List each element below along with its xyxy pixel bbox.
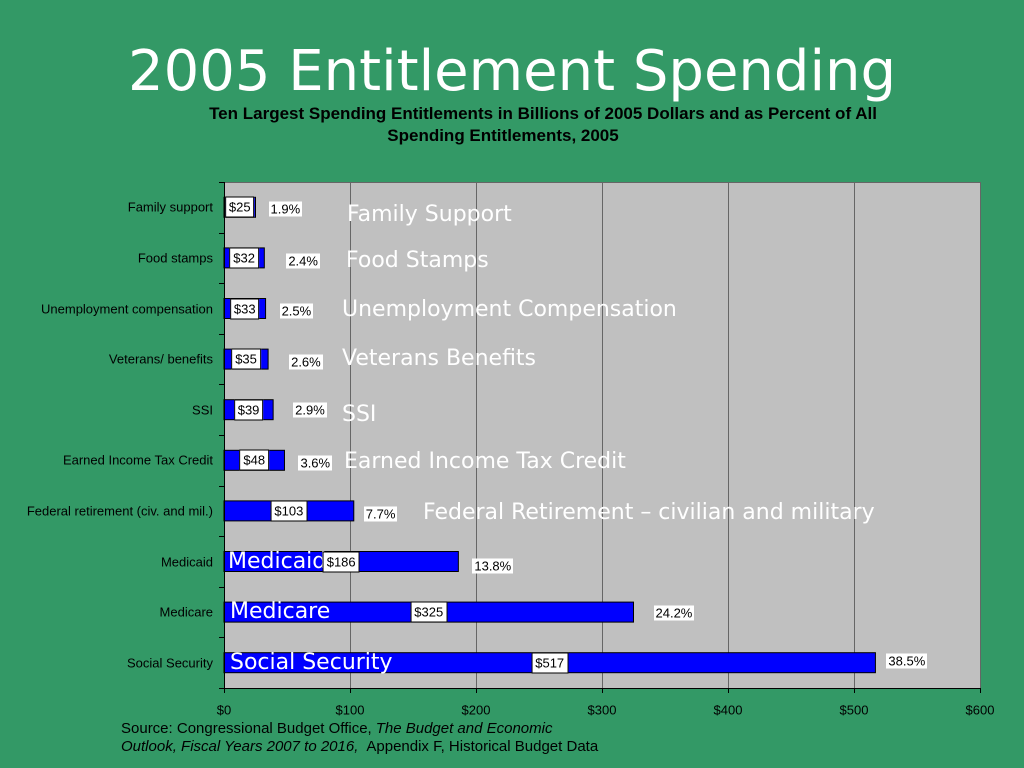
percent-label: 2.4%	[286, 253, 320, 269]
value-label: $25	[224, 196, 255, 218]
x-tick-label: $600	[965, 702, 995, 718]
percent-label: 1.9%	[268, 201, 303, 217]
chart-subtitle-line: Ten Largest Spending Entitlements in Bil…	[209, 104, 877, 123]
source-publication-title: Outlook, Fiscal Years 2007 to 2016,	[121, 738, 359, 755]
percent-label: 24.2%	[653, 605, 695, 621]
annotation-label: Veterans Benefits	[342, 346, 537, 371]
percent-label: 2.5%	[279, 303, 314, 318]
percent-label: 13.8%	[472, 558, 514, 573]
value-label: $103	[270, 500, 308, 522]
annotation-label: Social Security	[230, 650, 393, 675]
value-label: $33	[229, 298, 260, 319]
value-label: $35	[231, 348, 261, 370]
x-tick-label: $0	[216, 702, 232, 718]
annotation-label: Federal Retirement – civilian and milita…	[423, 500, 875, 525]
category-label: Earned Income Tax Credit	[62, 452, 213, 468]
annotation-label: Earned Income Tax Credit	[344, 449, 626, 474]
category-label: SSI	[192, 402, 213, 418]
value-label: $32	[229, 247, 260, 269]
category-label: Medicare	[159, 604, 213, 620]
value-label: $39	[233, 399, 264, 421]
percent-label: 2.9%	[293, 402, 327, 418]
annotation-label: Family Support	[347, 202, 512, 227]
percent-label: 7.7%	[363, 506, 398, 522]
category-label: Family support	[127, 199, 213, 215]
value-label: $186	[322, 551, 360, 572]
chart-title: 2005 Entitlement Spending	[127, 39, 897, 104]
value-label: $325	[410, 601, 448, 623]
category-label: Veterans/ benefits	[108, 351, 213, 367]
annotation-label: Food Stamps	[346, 248, 489, 273]
x-tick-label: $300	[587, 702, 617, 718]
x-tick-label: $500	[839, 702, 869, 718]
value-label: $517	[531, 652, 569, 674]
category-label: Food stamps	[137, 250, 213, 266]
category-label: Social Security	[127, 655, 213, 671]
category-label: Unemployment compensation	[41, 301, 213, 316]
x-tick-label: $200	[461, 702, 491, 718]
annotation-label: Medicare	[230, 599, 331, 624]
source-publication-title: The Budget and Economic	[375, 720, 553, 737]
category-label: Medicaid	[160, 554, 213, 569]
value-label: $48	[239, 449, 270, 471]
percent-label: 2.6%	[289, 354, 323, 370]
source-note-line: Source: Congressional Budget Office, The …	[121, 720, 552, 738]
source-text: Source: Congressional Budget Office,	[121, 720, 372, 737]
source-note-line: Outlook, Fiscal Years 2007 to 2016, Appen…	[121, 738, 598, 756]
annotation-label: Unemployment Compensation	[342, 297, 677, 322]
annotation-label: SSI	[342, 402, 377, 427]
percent-label: 3.6%	[298, 455, 333, 471]
category-label: Federal retirement (civ. and mil.)	[26, 503, 213, 519]
chart-subtitle-line: Spending Entitlements, 2005	[387, 126, 619, 145]
x-tick-label: $400	[713, 702, 743, 718]
x-tick-label: $100	[335, 702, 365, 718]
source-text: Appendix F, Historical Budget Data	[366, 738, 599, 755]
percent-label: 38.5%	[886, 653, 928, 669]
annotation-label: Medicaid	[228, 549, 327, 574]
